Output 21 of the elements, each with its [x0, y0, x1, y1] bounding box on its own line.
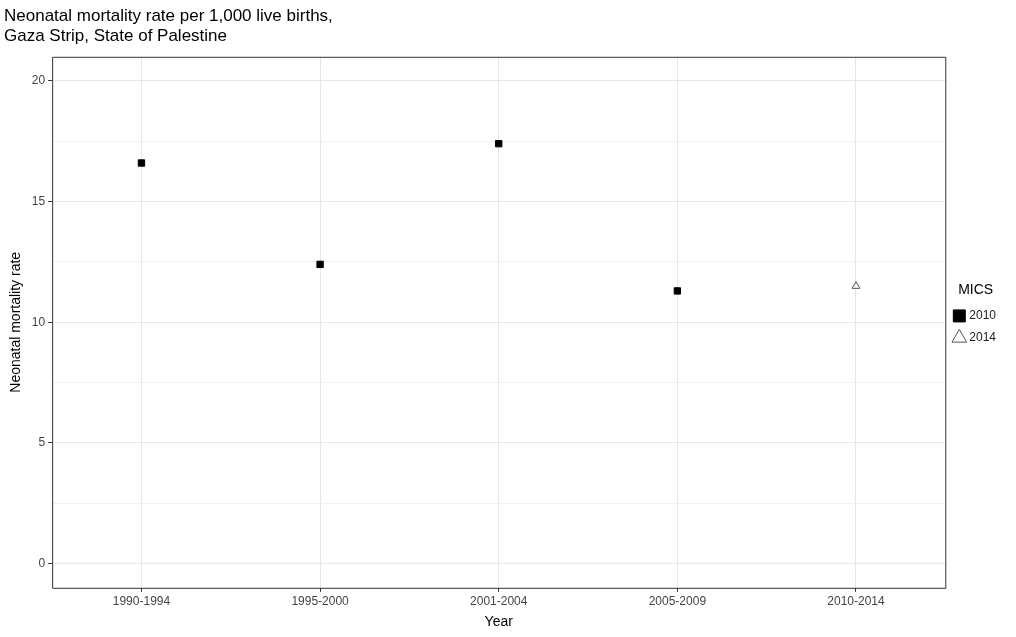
- legend-title: MICS: [958, 280, 994, 297]
- x-tick-label: 2010-2014: [827, 594, 886, 609]
- legend-label: 2014: [969, 330, 997, 345]
- point: [673, 287, 682, 295]
- x-tick-label: 2005-2009: [648, 594, 707, 609]
- y-tick-label: 15: [31, 193, 46, 208]
- legend-label: 2010: [969, 308, 997, 323]
- x-tick-label: 1990-1994: [112, 594, 171, 609]
- y-tick-label: 20: [31, 73, 46, 88]
- x-axis-title: Year: [484, 613, 514, 630]
- point: [316, 260, 324, 269]
- y-tick-label: 5: [38, 435, 46, 450]
- x-tick-label: 1995-2000: [291, 594, 350, 609]
- y-tick-label: 0: [38, 555, 46, 570]
- point: [851, 281, 861, 289]
- y-tick-label: 10: [31, 314, 46, 329]
- y-axis-title: Neonatal mortality rate: [7, 251, 24, 393]
- chart-title: Neonatal mortality rate per 1,000 live births, Gaza Strip, State of Palestine: [4, 5, 333, 46]
- x-tick-label: 2001-2004: [470, 594, 528, 609]
- point: [495, 140, 503, 148]
- point: [137, 159, 146, 167]
